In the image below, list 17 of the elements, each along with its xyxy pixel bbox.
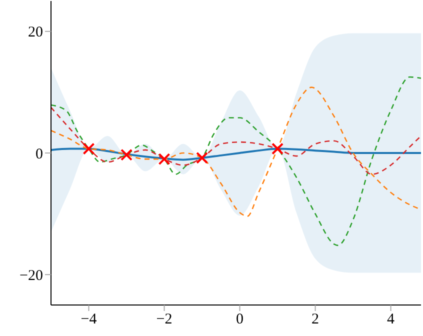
x-tick-label: −2 xyxy=(156,312,172,328)
y-tick-label: 0 xyxy=(36,146,43,162)
x-tick-label: 2 xyxy=(312,312,320,328)
point xyxy=(82,142,95,155)
line-series xyxy=(51,76,421,246)
point xyxy=(158,153,170,166)
point xyxy=(272,142,284,155)
y-tick-label: 20 xyxy=(28,24,43,41)
line-series xyxy=(51,86,421,217)
point xyxy=(120,148,133,161)
x-tick-label: −4 xyxy=(80,312,98,328)
x-tick-label: 4 xyxy=(387,312,396,328)
line-series xyxy=(51,148,421,161)
point xyxy=(196,152,208,164)
y-tick-label: −20 xyxy=(20,268,43,284)
x-tick-label: 0 xyxy=(236,312,244,328)
line-series xyxy=(51,106,421,175)
